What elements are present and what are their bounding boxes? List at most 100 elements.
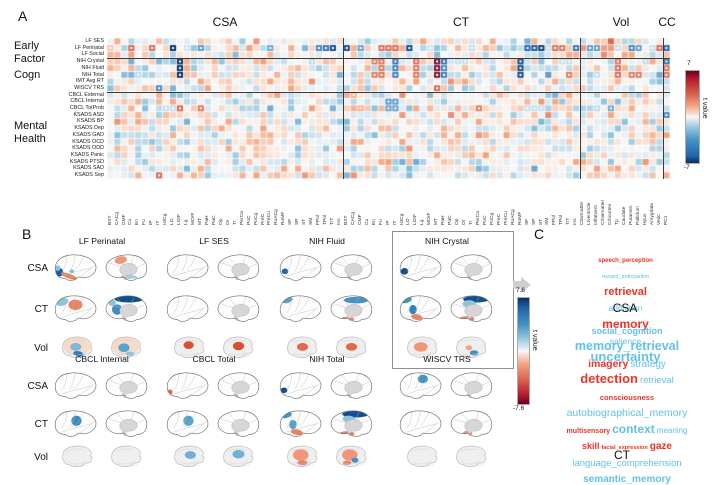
brain-ct-medial — [103, 406, 150, 449]
heatmap-column-label: Tr — [469, 220, 474, 225]
section-header-csa: CSA — [212, 15, 238, 29]
brain-figure-title: CBCL Total — [192, 354, 236, 364]
brain-figure-title: LF SES — [199, 236, 229, 246]
brain-svg-vol-lat — [62, 445, 93, 467]
brain-svg-ct-med — [217, 295, 260, 322]
brain-vol-lateral — [401, 442, 444, 479]
wordcloud-line: language_comprehension — [536, 454, 718, 470]
brain-svg-csa-med — [330, 372, 373, 399]
brain-csa-medial — [328, 250, 375, 293]
brain-svg-vol-lat — [287, 445, 318, 467]
wordcloud-ct-label: CT — [614, 448, 630, 462]
brain-ct-lateral — [277, 406, 324, 449]
heatmap-row-label: KSADS OCD — [72, 138, 104, 145]
brain-vol-medial — [330, 333, 373, 370]
brain-svg-vol-med — [111, 445, 142, 467]
brain-csa-lateral — [164, 368, 211, 411]
heatmap-column-label: SP — [531, 218, 537, 225]
wordcloud-word: uncertainty — [590, 348, 661, 364]
wordcloud-line: semantic_memory — [536, 470, 718, 485]
wordcloud-word: salience — [609, 336, 642, 347]
brain-csa-lateral — [277, 250, 324, 293]
brain-svg-vol-lat — [407, 336, 438, 358]
heatmap-column-label: PoCg — [253, 212, 259, 225]
wordcloud-line: memory — [548, 316, 703, 332]
brain-csa-medial — [328, 368, 375, 411]
brain-svg-csa-lat — [279, 372, 322, 399]
heatmap-row-label: LF Perinatal — [74, 44, 104, 51]
brain-vol-medial — [330, 442, 373, 479]
wordcloud-word: retrieval — [640, 375, 674, 387]
section-header-cc: CC — [658, 15, 676, 29]
brain-ct-medial — [215, 291, 262, 334]
wordcloud-line: salience — [548, 332, 703, 348]
brain-svg-ct-med — [450, 410, 493, 437]
panel-a-letter: A — [18, 8, 28, 24]
brain-csa-lateral — [52, 368, 99, 411]
brain-ct-lateral — [397, 406, 444, 449]
heatmap-column-label: CACg — [114, 211, 120, 225]
heatmap-hline — [107, 91, 670, 93]
heatmap-vline — [579, 38, 581, 179]
brain-csa-medial — [103, 368, 150, 411]
brain-svg-csa-lat — [399, 254, 442, 281]
heatmap-column-label: MT — [197, 217, 203, 225]
heatmap-column-label: PerCa — [475, 211, 481, 225]
heatmap-row-label: NIH Total — [81, 71, 104, 78]
heatmap-vline — [663, 38, 664, 179]
colorbar-a-label: t value — [701, 98, 708, 119]
wordcloud-ct: social_cognition memory_retrieval imagery s… — [536, 322, 718, 485]
brain-csa-lateral — [52, 250, 99, 293]
brain-row-label-vol: Vol — [34, 452, 48, 463]
brain-ct-lateral — [52, 291, 99, 334]
brain-svg-ct-med — [330, 295, 373, 322]
brain-svg-csa-lat — [166, 254, 209, 281]
brain-vol-medial — [450, 333, 493, 370]
heatmap-column-label: Fu — [378, 219, 384, 225]
wordcloud-line: memory_retrieval — [536, 338, 718, 354]
brain-ct-lateral — [277, 291, 324, 334]
brain-figure-title: WISCV TRS — [423, 354, 471, 364]
brain-svg-csa-med — [450, 372, 493, 399]
wordcloud-word: context — [612, 421, 655, 436]
heatmap-vline — [343, 38, 345, 179]
brain-svg-vol-med — [456, 445, 487, 467]
heatmap-row-label: NIH Crystal — [76, 58, 104, 65]
brain-vol-lateral — [401, 333, 444, 370]
brain-csa-lateral — [397, 368, 444, 411]
heatmap-row-label: KSADS PTSD — [69, 158, 104, 165]
brain-csa-medial — [103, 250, 150, 293]
brain-csa-medial — [448, 250, 495, 293]
row-group-cogn: Cogn — [14, 69, 41, 81]
heatmap-column-label: Or — [225, 219, 231, 225]
wordcloud-line: retrieval — [548, 283, 703, 299]
brain-vol-lateral — [168, 333, 211, 370]
wordcloud-line: detection retrieval — [536, 371, 718, 387]
heatmap-row-label: KSADS ODD — [72, 145, 104, 152]
colorbar-b-min: -7.6 — [513, 405, 525, 412]
brain-vol-lateral — [281, 333, 324, 370]
brain-svg-csa-lat — [399, 372, 442, 399]
wordcloud-line: autobiographical_memory — [536, 404, 718, 420]
brain-svg-csa-med — [105, 372, 148, 399]
brain-ct-medial — [328, 406, 375, 449]
row-group-early-factor: Early Factor — [14, 40, 46, 65]
heatmap-column-label: TPol — [323, 214, 329, 225]
brain-vol-lateral — [168, 442, 211, 479]
brain-svg-ct-lat — [279, 295, 322, 322]
colorbar-a — [685, 70, 700, 164]
heatmap-row-label: CBCL TotProb — [69, 105, 104, 111]
heatmap-column-label: Amygdala — [649, 203, 655, 225]
panel-c-letter: C — [534, 226, 545, 242]
brain-svg-vol-lat — [174, 336, 205, 358]
wordcloud-line: skill facial_expression gaze — [536, 437, 718, 453]
heatmap-row-label: KSADS ASD — [73, 111, 104, 118]
brain-svg-ct-lat — [166, 410, 209, 437]
wordcloud-word: facial_expression — [601, 445, 648, 452]
brain-ct-lateral — [164, 291, 211, 334]
brain-svg-vol-lat — [174, 445, 205, 467]
wordcloud-word: strategy — [630, 358, 666, 370]
heatmap-column-label: PoC — [246, 215, 252, 225]
brain-svg-csa-lat — [54, 372, 97, 399]
heatmap-column-label: En — [371, 219, 377, 225]
